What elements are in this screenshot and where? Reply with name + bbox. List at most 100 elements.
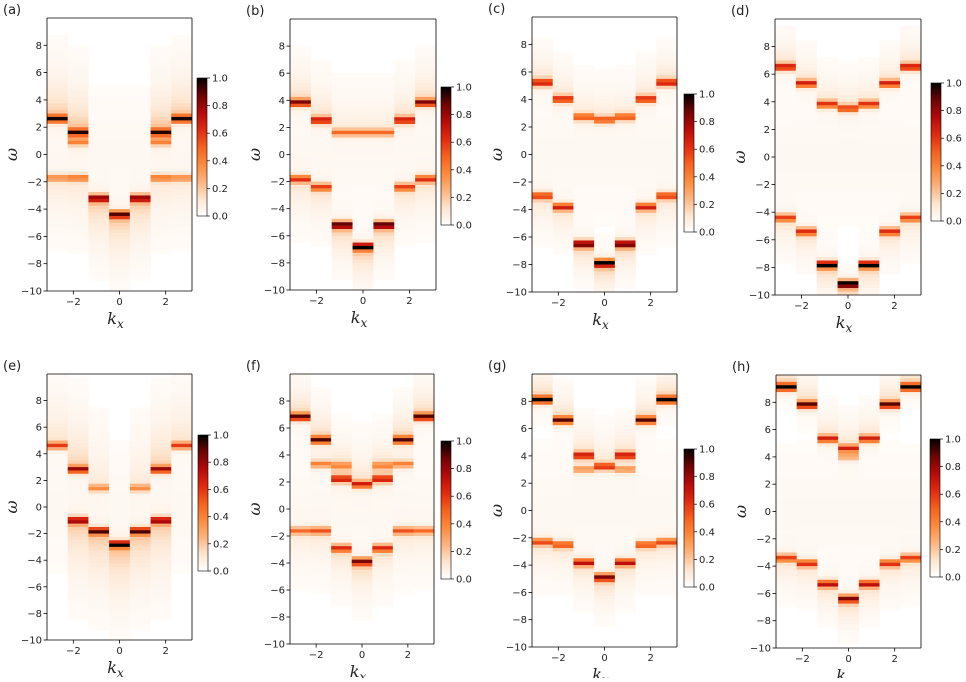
heat-cell [372,549,394,554]
heat-cell [290,563,311,567]
heat-cell [171,174,192,179]
heat-cell [900,226,921,230]
heat-cell [594,92,616,97]
heat-cell [331,542,353,547]
heat-cell [47,69,69,73]
heat-cell [879,46,901,51]
heat-cell [796,559,818,563]
colorbar [440,86,452,226]
heat-cell [573,281,595,286]
heat-cell [171,440,192,445]
heat-cell [373,154,395,159]
colorbar-tick-label: 0.4 [456,165,472,176]
heat-cell [331,120,353,125]
heat-cell [795,239,818,244]
heat-cell [552,442,574,446]
heat-cell [858,139,880,144]
heat-cell [171,151,192,155]
heat-cell [392,414,414,419]
heat-cell [573,178,595,183]
heat-cell [532,106,554,111]
heat-cell [900,212,921,216]
heat-cell [614,520,636,525]
heat-cell [879,53,901,58]
heat-cell [171,134,192,138]
heat-cell [656,401,677,406]
heat-cell [331,127,353,132]
heat-cell [775,226,797,230]
heat-cell [594,267,616,272]
heat-cell [88,447,110,451]
heat-cell [573,78,595,83]
heat-cell [656,377,677,382]
heat-cell [150,390,172,395]
heat-cell [129,202,151,206]
heat-cell [900,150,921,154]
heat-cell [310,563,332,567]
heat-cell [656,89,677,93]
heat-cell [310,107,333,111]
heat-cell [635,490,657,494]
y-tick-label: −10 [749,291,770,302]
heat-cell [290,515,311,520]
heat-cell [290,441,311,446]
heat-cell [796,405,818,410]
heat-cell [900,53,921,58]
heat-cell [776,589,798,594]
heat-cell [900,596,921,601]
heat-cell [552,418,574,423]
heat-cell [552,233,574,238]
heat-cell [373,76,395,81]
heat-cell [656,113,677,117]
heat-cell [656,585,677,590]
heat-cell [614,178,636,183]
heat-cell [109,540,131,544]
heat-cell [594,418,616,423]
heat-cell [372,414,394,419]
heat-cell [310,573,332,577]
heat-cell [129,433,151,438]
heat-cell [290,519,311,523]
heat-cell [129,120,151,125]
heat-cell [310,461,332,466]
heat-cell [88,151,110,155]
y-tick-label: −8 [755,263,770,274]
heat-cell [150,236,172,241]
heat-cell [614,109,636,114]
heat-cell [352,164,374,169]
heat-cell [900,480,921,485]
heat-cell [635,565,657,569]
heat-cell [310,83,333,88]
heat-cell [372,603,394,608]
heat-cell [594,240,616,245]
heat-cell [129,477,151,481]
heat-cell [290,461,311,466]
heat-cell [552,520,574,525]
heat-cell [795,194,818,199]
heat-cell [656,233,677,238]
heat-cell [796,603,818,608]
heat-cell [171,400,192,405]
heat-cell [532,472,554,477]
heat-cell [413,380,434,385]
heat-cell [796,460,818,465]
heat-cell [594,606,616,610]
heat-cell [594,554,616,559]
heat-cell [656,374,677,378]
heat-cell [352,195,374,199]
heat-cell [47,533,69,538]
heat-cell [394,76,416,81]
heat-cell [776,535,798,540]
colorbar-tick-label: 0.2 [212,184,228,195]
heat-cell [816,125,838,130]
heatmap-cells-b [290,46,436,290]
heat-cell [775,63,797,68]
heat-cell [47,520,69,524]
heat-cell [858,552,880,557]
heat-cell [635,517,657,522]
heat-cell [776,450,798,454]
heat-cell [67,566,89,571]
y-tick-label: 6 [521,68,527,79]
colorbar-tick-label: 1.0 [699,90,715,101]
heat-cell [594,140,616,145]
